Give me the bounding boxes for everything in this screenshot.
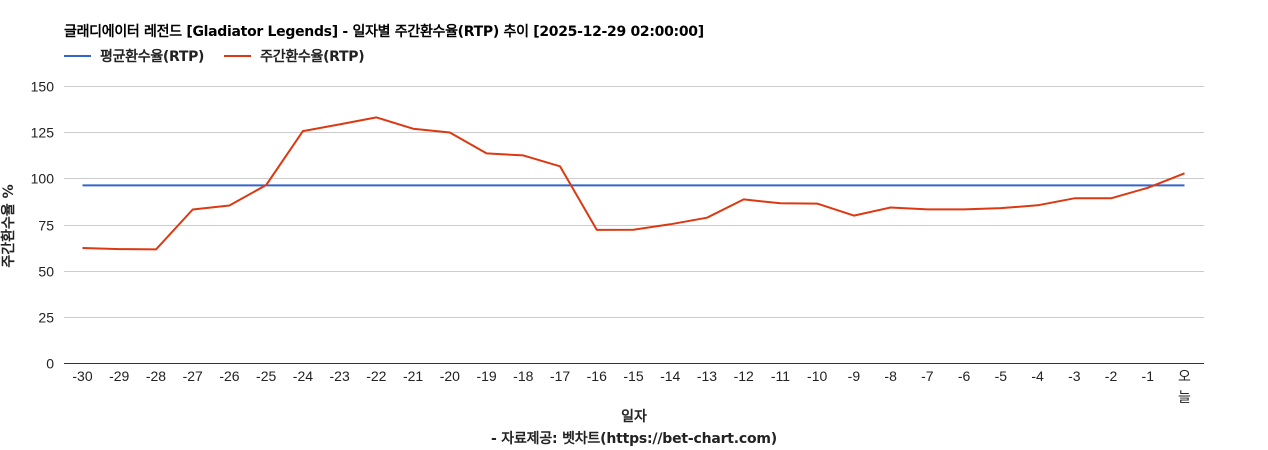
y-tick-label: 125 <box>31 125 55 141</box>
x-tick-label: -18 <box>513 368 533 384</box>
y-tick-label: 150 <box>31 79 55 95</box>
x-tick-label: -20 <box>440 368 460 384</box>
chart-title: 글래디에이터 레전드 [Gladiator Legends] - 일자별 주간환… <box>64 24 704 40</box>
x-tick-label: -28 <box>146 368 166 384</box>
x-tick-label: -12 <box>734 368 754 384</box>
x-tick-label: -9 <box>848 368 861 384</box>
x-tick-label: -11 <box>771 368 790 384</box>
legend-item-average-rtp[interactable]: 평균환수율(RTP) <box>64 46 204 66</box>
x-tick-label: -17 <box>550 368 570 384</box>
data-source-credit: - 자료제공: 벳차트(https://bet-chart.com) <box>491 431 777 447</box>
weekly-rtp-line[interactable] <box>82 116 1185 251</box>
x-tick-label: -26 <box>219 368 239 384</box>
x-tick-label: -6 <box>958 368 971 384</box>
x-tick-label: -8 <box>884 368 897 384</box>
x-tick-label: -1 <box>1142 368 1155 384</box>
x-tick-label: -15 <box>623 368 643 384</box>
y-axis-title-text: 주간환수율 % <box>1 184 17 268</box>
x-tick-label: -24 <box>293 368 313 384</box>
x-tick-label: -2 <box>1105 368 1118 384</box>
y-tick-label: 50 <box>38 264 54 280</box>
legend-swatch-weekly <box>224 55 252 57</box>
legend-swatch-average <box>64 55 91 57</box>
x-tick-label: -7 <box>921 368 934 384</box>
legend-label-weekly: 주간환수율(RTP) <box>260 49 365 65</box>
x-tick-label: -30 <box>72 368 92 384</box>
x-tick-label: -25 <box>256 368 276 384</box>
y-tick-label: 100 <box>31 171 55 187</box>
x-tick-label: -23 <box>330 368 350 384</box>
legend-item-weekly-rtp[interactable]: 주간환수율(RTP) <box>224 46 365 66</box>
x-tick-label: -13 <box>697 368 717 384</box>
x-axis-title: 일자 <box>0 406 1268 426</box>
x-tick-label: -27 <box>183 368 203 384</box>
x-tick-label: -4 <box>1031 368 1044 384</box>
x-tick-label: -19 <box>476 368 496 384</box>
x-tick-label: -3 <box>1068 368 1081 384</box>
y-tick-label: 0 <box>46 356 54 372</box>
x-tick-label: -29 <box>109 368 129 384</box>
x-tick-label: -22 <box>366 368 386 384</box>
legend-label-average: 평균환수율(RTP) <box>100 49 205 65</box>
x-tick-label: -14 <box>660 368 680 384</box>
x-tick-label: -5 <box>995 368 1008 384</box>
y-tick-label: 75 <box>38 218 54 234</box>
x-axis-title-text: 일자 <box>621 409 647 425</box>
x-tick-label: 늘 <box>1178 390 1191 406</box>
y-tick-label: 25 <box>38 310 54 326</box>
x-tick-label: -16 <box>587 368 607 384</box>
legend: 평균환수율(RTP) 주간환수율(RTP) <box>64 46 384 66</box>
x-tick-label: -21 <box>403 368 423 384</box>
x-tick-label: 오 <box>1178 369 1191 385</box>
x-tick-label: -10 <box>807 368 827 384</box>
